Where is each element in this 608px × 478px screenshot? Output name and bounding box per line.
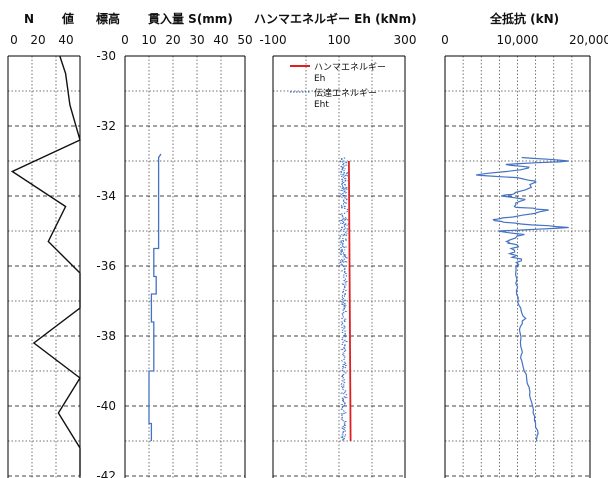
penetration-line — [148, 153, 162, 441]
hammer-energy-line — [348, 160, 352, 442]
legend-hammer-label-2: Eh — [314, 74, 325, 84]
x-tick-label: 30 — [189, 33, 204, 47]
n-value-panel: 0 20 40 — [7, 33, 81, 478]
x-tick-label: -100 — [259, 33, 286, 47]
x-tick-label: 20 — [30, 33, 45, 47]
x-tick-label: 50 — [237, 33, 252, 47]
x-tick-label: 100 — [328, 33, 351, 47]
depth-tick-label: -32 — [96, 119, 116, 133]
energy-title: ハンマエネルギー Eh (kNm) — [254, 11, 417, 26]
depth-tick-label: -36 — [96, 259, 116, 273]
legend-transmitted-label-2: Eht — [314, 100, 329, 110]
x-tick-label: 40 — [213, 33, 228, 47]
x-tick-label: 0 — [441, 33, 449, 47]
depth-title: 標高 — [96, 11, 120, 26]
x-tick-label: 20 — [165, 33, 180, 47]
resistance-title: 全抵抗 (kN) — [489, 11, 559, 26]
x-tick-label: 10,000 — [497, 33, 539, 47]
x-tick-label: 0 — [10, 33, 18, 47]
x-tick-label: 300 — [394, 33, 417, 47]
depth-tick-label: -34 — [96, 189, 116, 203]
depth-tick-label: -38 — [96, 329, 116, 343]
depth-tick-label: -30 — [96, 49, 116, 63]
n-value-title: N — [24, 12, 34, 26]
n-value-title-suffix: 値 — [61, 11, 74, 26]
transmitted-energy-line — [337, 157, 350, 441]
x-tick-label: 40 — [58, 33, 73, 47]
legend-hammer-label: ハンマエネルギー — [314, 62, 386, 73]
x-tick-label: 20,000 — [569, 33, 608, 47]
x-tick-label: 0 — [121, 33, 129, 47]
depth-tick-label: -42 — [96, 469, 116, 478]
total-resistance-line — [476, 156, 569, 442]
penetration-panel: 0 10 20 30 40 50 — [121, 33, 253, 478]
legend-transmitted-label: 伝達エネルギー — [314, 87, 377, 99]
depth-tick-label: -40 — [96, 399, 116, 413]
n-value-line — [10, 55, 81, 476]
penetration-title: 貫入量 S(mm) — [148, 12, 233, 26]
x-tick-label: 10 — [141, 33, 156, 47]
depth-axis: -30 -32 -34 -36 -38 -40 -42 — [96, 49, 116, 478]
resistance-panel: 0 10,000 20,000 — [441, 33, 608, 478]
